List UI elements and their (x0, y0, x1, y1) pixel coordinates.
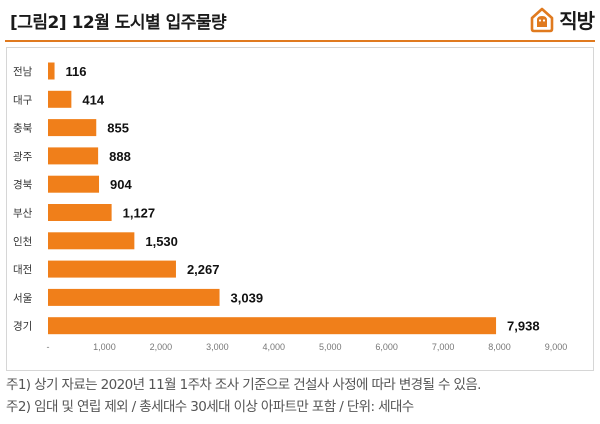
category-label: 경기 (13, 320, 32, 333)
x-tick-label: 1,000 (93, 342, 116, 352)
bar (48, 147, 99, 165)
category-label: 전남 (13, 66, 33, 78)
data-label: 2,267 (187, 262, 220, 277)
bar (48, 175, 100, 193)
bar (48, 119, 97, 137)
category-label: 대구 (13, 94, 33, 106)
data-label: 7,938 (507, 319, 540, 334)
data-label: 1,530 (145, 234, 178, 249)
bar (48, 317, 497, 335)
category-label: 서울 (13, 292, 33, 304)
category-label: 인천 (13, 236, 32, 248)
category-label: 부산 (13, 208, 33, 220)
bar (48, 90, 72, 108)
x-tick-label: 5,000 (319, 342, 342, 352)
title-underline (5, 40, 595, 42)
bar-chart: 전남 116 대구 414 충북 855 광주 888 경북 904 부산 1,127 인천 1,530 대… (13, 62, 568, 352)
chart-area: 전남 116 대구 414 충북 855 광주 888 경북 904 부산 1,127 인천 1,530 대… (6, 47, 594, 371)
data-label: 904 (110, 177, 132, 192)
chart-title: [그림2] 12월 도시별 입주물량 (10, 13, 227, 33)
data-label: 1,127 (123, 206, 156, 221)
x-tick-label: 7,000 (432, 342, 455, 352)
data-label: 888 (109, 149, 131, 164)
x-tick-label: 9,000 (545, 342, 568, 352)
data-label: 116 (66, 64, 87, 79)
bar (48, 232, 135, 250)
bar (48, 204, 112, 221)
bar (48, 62, 55, 80)
x-tick-label: 4,000 (263, 342, 286, 352)
brand-name: 직방 (559, 8, 595, 33)
footnote-2: 주2) 임대 및 연립 제외 / 총세대수 30세대 이상 아파트만 포함 / … (6, 399, 414, 415)
house-icon (530, 7, 554, 33)
x-tick-label: 3,000 (206, 342, 229, 352)
category-label: 경북 (13, 178, 33, 191)
data-label: 414 (82, 92, 104, 107)
category-label: 대전 (13, 264, 32, 276)
category-label: 광주 (13, 151, 33, 163)
footnotes: 주1) 상기 자료는 2020년 11월 1주차 조사 기준으로 건설사 사정에… (6, 374, 598, 418)
category-label: 충북 (13, 123, 33, 135)
x-tick-label: 2,000 (150, 342, 173, 352)
bar (48, 288, 220, 306)
footnote-1: 주1) 상기 자료는 2020년 11월 1주차 조사 기준으로 건설사 사정에… (6, 377, 481, 393)
x-tick-label: 8,000 (488, 342, 511, 352)
brand-logo: 직방 (528, 4, 595, 34)
bar (48, 260, 176, 278)
data-label: 855 (107, 121, 129, 136)
data-label: 3,039 (231, 290, 264, 305)
x-tick-label: - (47, 342, 50, 352)
x-tick-label: 6,000 (375, 342, 398, 352)
